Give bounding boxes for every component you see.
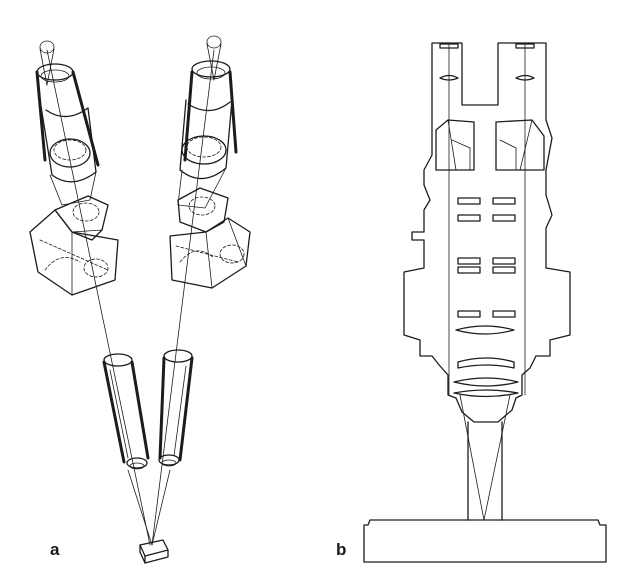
panel-b-prisms <box>435 119 545 171</box>
panel-a-label: a <box>50 540 60 559</box>
panel-a-left-objective <box>102 353 150 470</box>
panel-b-main-objective-lenses <box>453 325 519 398</box>
panel-a-right-eye-cone <box>206 35 222 81</box>
panel-b-base <box>363 519 607 563</box>
panel-b-cmo-diagram <box>363 42 607 563</box>
panel-a-left-prism <box>29 195 119 296</box>
panel-a-right-prism <box>169 187 251 289</box>
panel-a-left-eyepiece <box>35 63 100 206</box>
panel-a-specimen-block <box>139 539 169 564</box>
panel-b-zoom-lenses <box>457 197 516 318</box>
panel-b-lower-tube <box>467 421 503 521</box>
panel-a-right-objective <box>158 349 194 467</box>
panel-b-light-rays <box>448 42 526 521</box>
panel-b-body-outline <box>403 42 571 423</box>
panel-a-greenough-diagram <box>29 35 251 564</box>
panel-b-eyepiece-lenses <box>439 43 535 81</box>
panel-a-right-eyepiece <box>177 60 238 209</box>
panel-b-label: b <box>336 540 347 559</box>
